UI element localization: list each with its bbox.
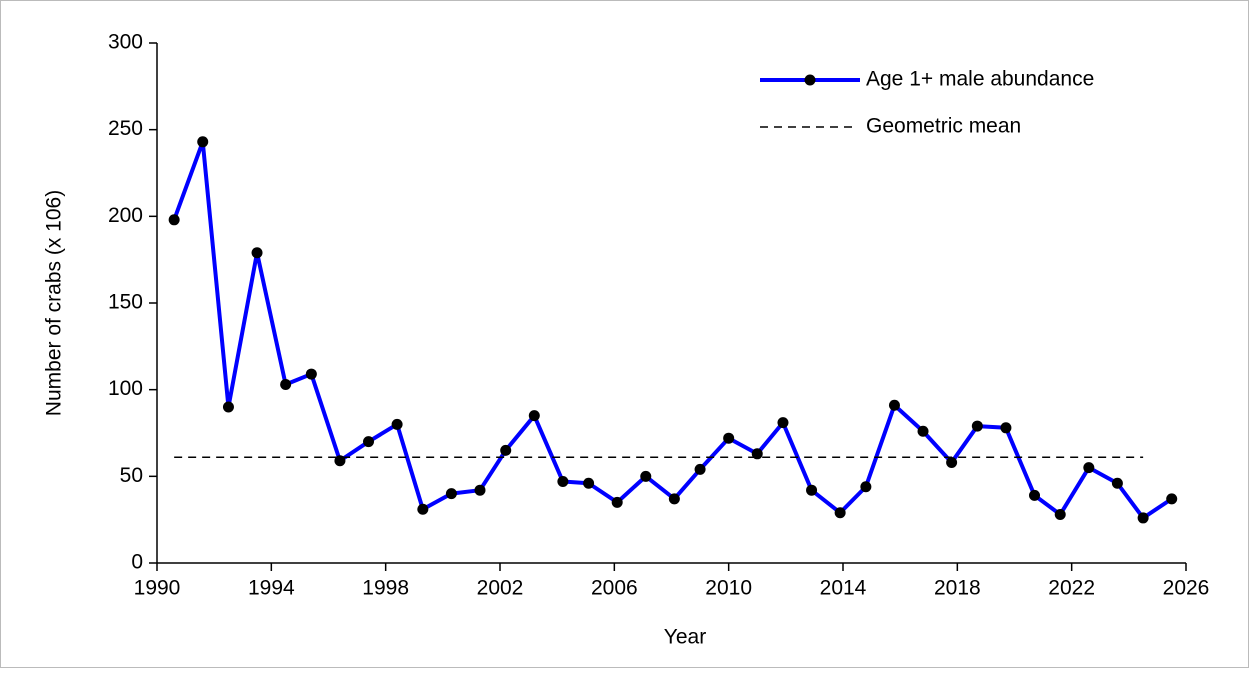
marker [1111, 477, 1123, 489]
marker [668, 493, 680, 505]
legend-label: Geometric mean [866, 115, 1021, 138]
marker [1166, 493, 1178, 505]
marker [806, 484, 818, 496]
marker [611, 496, 623, 508]
marker [860, 481, 872, 493]
marker [777, 417, 789, 429]
y-tick-label: 250 [108, 117, 143, 140]
marker [417, 503, 429, 515]
x-tick-label: 1990 [134, 577, 181, 600]
marker [222, 401, 234, 413]
legend-marker [804, 74, 816, 86]
legend-label: Age 1+ male abundance [866, 68, 1094, 91]
marker [1137, 512, 1149, 524]
marker [363, 436, 375, 448]
y-axis-label: Number of crabs (x 106) [43, 190, 66, 416]
marker [280, 378, 292, 390]
x-tick-label: 1994 [248, 577, 295, 600]
y-tick-label: 200 [108, 204, 143, 227]
marker [168, 214, 180, 226]
x-tick-label: 2006 [591, 577, 638, 600]
x-axis-label: Year [664, 626, 706, 649]
marker [1029, 489, 1041, 501]
marker [694, 463, 706, 475]
marker [583, 477, 595, 489]
marker [1083, 462, 1095, 474]
y-tick-label: 50 [120, 464, 143, 487]
x-tick-label: 2026 [1163, 577, 1210, 600]
marker [1000, 422, 1012, 434]
y-tick-label: 300 [108, 31, 143, 54]
marker [971, 420, 983, 432]
y-tick-label: 0 [131, 551, 143, 574]
x-tick-label: 2018 [934, 577, 981, 600]
marker [500, 444, 512, 456]
marker [888, 399, 900, 411]
marker [834, 507, 846, 519]
marker [917, 425, 929, 437]
marker [197, 136, 209, 148]
marker [557, 476, 569, 488]
marker [1054, 508, 1066, 520]
x-tick-label: 2022 [1048, 577, 1095, 600]
marker [251, 247, 263, 259]
marker [946, 456, 958, 468]
marker [474, 484, 486, 496]
x-tick-label: 2010 [705, 577, 752, 600]
marker [723, 432, 735, 444]
x-tick-label: 2002 [477, 577, 524, 600]
marker [640, 470, 652, 482]
x-tick-label: 1998 [362, 577, 409, 600]
y-tick-label: 100 [108, 377, 143, 400]
marker [305, 368, 317, 380]
marker [391, 418, 403, 430]
marker [445, 488, 457, 500]
y-tick-label: 150 [108, 291, 143, 314]
marker [528, 410, 540, 422]
x-tick-label: 2014 [820, 577, 867, 600]
